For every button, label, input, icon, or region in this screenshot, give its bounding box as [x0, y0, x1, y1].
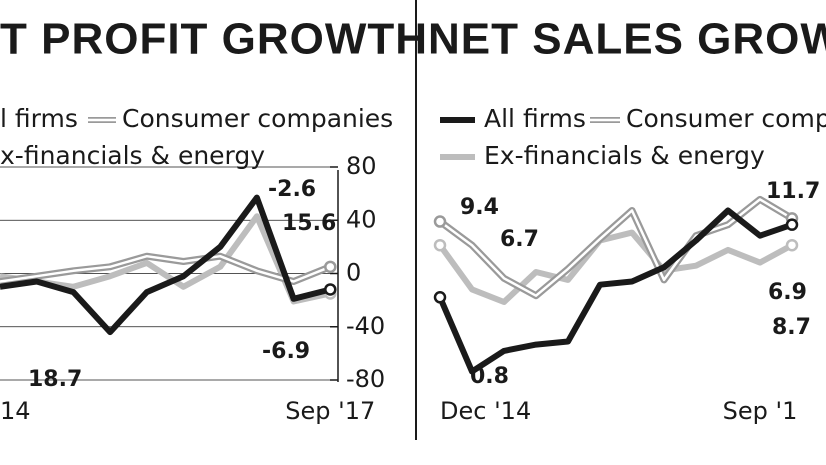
series-line	[437, 229, 794, 305]
legend-label: Ex-financials & energy	[484, 141, 765, 170]
annotation: 0.8	[470, 364, 509, 389]
annotation: 11.7	[766, 179, 820, 204]
legend-label: Consumer compa	[626, 104, 826, 133]
y-tick-label: 80	[346, 152, 377, 180]
x-tick-label: 14	[0, 397, 31, 425]
legend-label: All firms	[484, 104, 586, 133]
start-marker	[433, 215, 447, 228]
chart-title: T PROFIT GROWTH	[0, 15, 428, 64]
legend-label: x-financials & energy	[0, 141, 265, 170]
annotation: 6.9	[768, 280, 807, 305]
end-marker	[324, 260, 337, 274]
series-line-core	[439, 198, 793, 297]
annotation: -2.6	[268, 177, 316, 202]
legend-label: Consumer companies	[122, 104, 393, 133]
x-tick-label: Sep '1	[723, 397, 798, 425]
annotation: 18.7	[28, 367, 82, 392]
x-tick-label: Sep '17	[285, 397, 375, 425]
y-tick-label: -40	[346, 312, 385, 340]
y-tick-label: 0	[346, 259, 361, 287]
series-line	[0, 194, 332, 336]
annotation: 8.7	[772, 315, 811, 340]
annotation: 9.4	[460, 195, 499, 220]
series-line-core	[0, 254, 331, 283]
annotation: 15.6	[282, 211, 336, 236]
end-marker	[785, 238, 799, 252]
series-line	[437, 207, 793, 375]
end-marker	[785, 218, 799, 231]
y-tick-label: 40	[346, 205, 377, 233]
annotation: 6.7	[500, 227, 539, 252]
annotation: -6.9	[262, 339, 310, 364]
x-tick-label: Dec '14	[440, 397, 531, 425]
start-marker	[433, 238, 447, 252]
legend-label: l firms	[0, 104, 78, 133]
end-marker	[324, 283, 337, 296]
chart-title: NET SALES GROWT	[428, 15, 826, 64]
y-tick-label: -80	[346, 365, 385, 393]
start-marker	[433, 291, 447, 304]
